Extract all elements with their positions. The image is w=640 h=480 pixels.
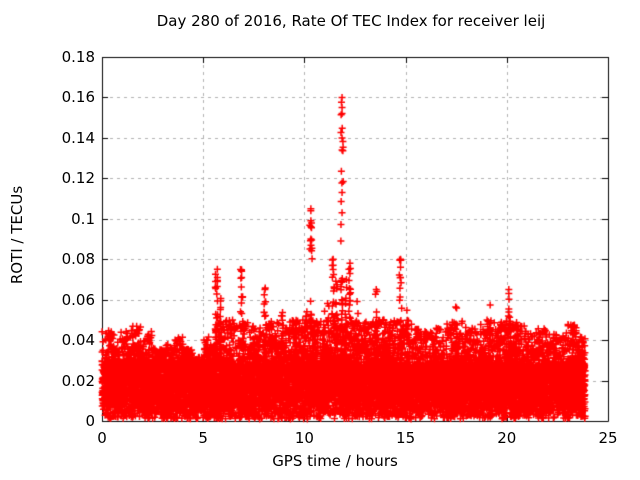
- chart-title: Day 280 of 2016, Rate Of TEC Index for r…: [156, 12, 546, 30]
- y-axis-label: ROTI / TECUs: [8, 185, 26, 285]
- y-tick-label: 0.14: [61, 128, 95, 147]
- y-tick-label: 0.16: [61, 88, 95, 107]
- x-tick-label: 15: [396, 429, 416, 447]
- y-tick-label: 0.08: [61, 250, 95, 269]
- y-tick-label: 0.06: [61, 290, 95, 309]
- x-tick-label: 0: [97, 429, 107, 447]
- x-axis-label: GPS time / hours: [272, 452, 398, 470]
- y-tick-label: 0.02: [61, 371, 95, 390]
- x-tick-label: 25: [598, 429, 618, 447]
- y-tick-label: 0.12: [61, 169, 95, 188]
- y-tick-label: 0.18: [61, 48, 95, 66]
- x-tick-label: 20: [497, 429, 517, 447]
- y-tick-label: 0.1: [71, 209, 95, 228]
- y-tick-label: 0.04: [61, 331, 95, 350]
- x-tick-label: 10: [294, 429, 314, 447]
- y-tick-label: 0: [85, 412, 95, 430]
- x-tick-label: 5: [198, 429, 208, 447]
